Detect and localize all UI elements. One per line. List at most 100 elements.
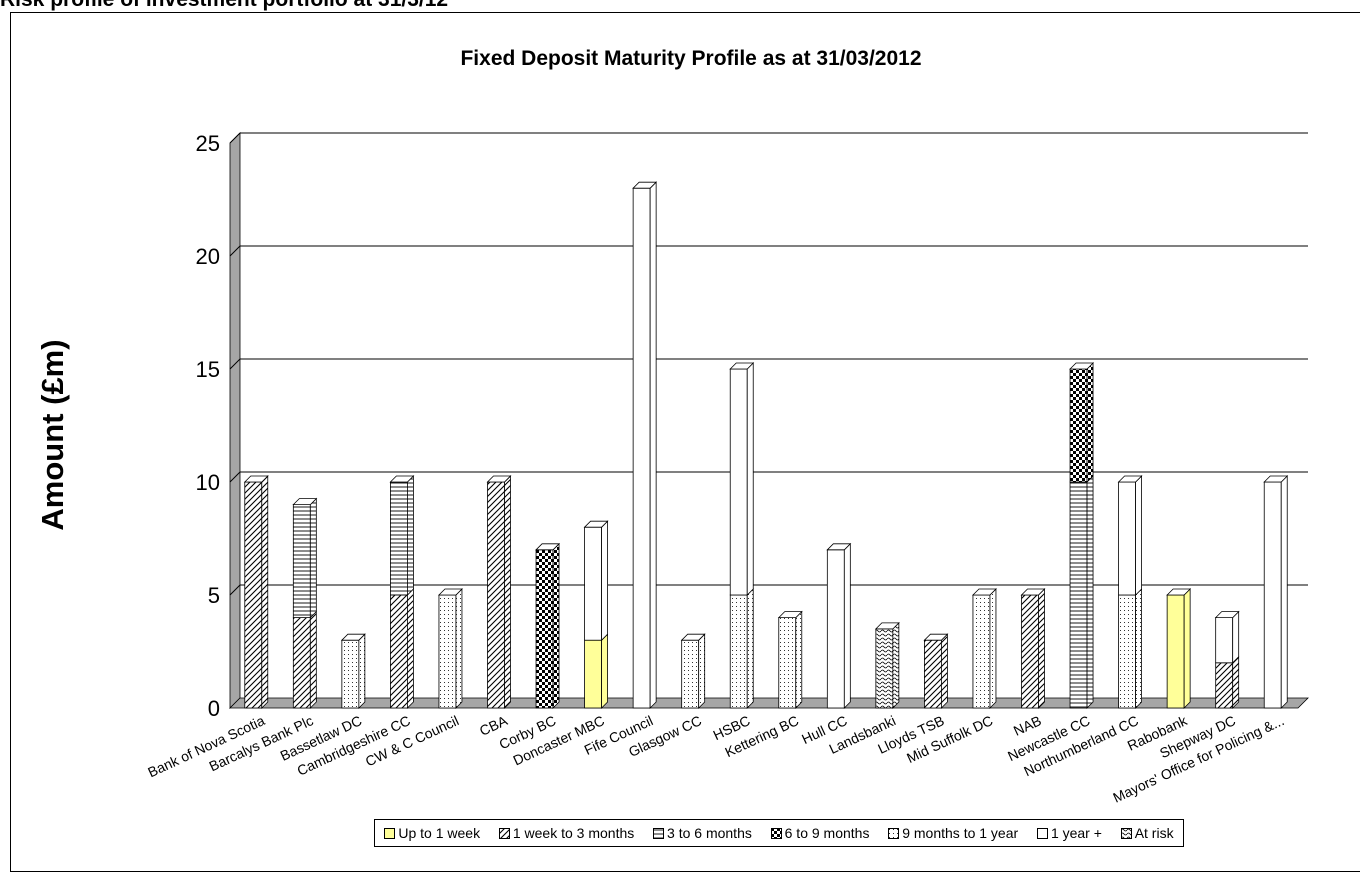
y-tick-label: 10	[196, 470, 220, 495]
bar-segment	[341, 639, 360, 709]
bar-segment-side	[746, 588, 754, 709]
bar-segment-side	[989, 588, 997, 709]
gridline-diagonal	[229, 471, 241, 483]
gridline-diagonal	[229, 245, 241, 257]
bar-segment-side	[358, 633, 366, 709]
bar-segment	[487, 481, 505, 709]
bar-segment	[1263, 481, 1282, 709]
bar-segment	[390, 594, 408, 709]
bar-segment	[584, 639, 602, 709]
bar-segment	[729, 594, 748, 709]
bar-segment	[875, 628, 894, 709]
bar-segment	[584, 526, 602, 641]
bar-segment	[244, 481, 263, 709]
legend-swatch	[1120, 827, 1132, 839]
bar-segment	[1215, 662, 1234, 709]
chart-svg: 0 5 10 15 20 25 Fixed Deposit Maturity Profile…	[35, 47, 1309, 806]
bar-segment	[292, 617, 311, 709]
chart-plot: 0 5 10 15 20 25 Fixed Deposit Maturity Profile…	[35, 47, 1309, 806]
legend-swatch	[498, 827, 510, 839]
legend-label: Up to 1 week	[398, 825, 481, 841]
legend-entry: 1 week to 3 months	[498, 825, 635, 841]
bar-segment-side	[1280, 475, 1288, 709]
bar-segment-side	[1232, 610, 1240, 664]
legend-entry: 3 to 6 months	[653, 825, 752, 841]
legend-entry: 9 months to 1 year	[888, 825, 1018, 841]
legend-label: 1 week to 3 months	[512, 825, 635, 841]
gridline-diagonal	[229, 132, 241, 144]
bar-segment-side	[698, 633, 706, 709]
legend-entry: Up to 1 week	[384, 825, 480, 841]
bar-segment	[924, 639, 942, 709]
legend-swatch	[1036, 827, 1048, 839]
bar-segment-side	[407, 475, 414, 596]
bar-segment	[972, 594, 991, 709]
bar-segment	[1166, 594, 1185, 709]
gridline-diagonal	[229, 358, 241, 370]
bar-segment	[292, 504, 311, 619]
bar-segment-side	[504, 475, 511, 709]
legend-swatch	[384, 827, 396, 839]
legend-entry: 6 to 9 months	[770, 825, 870, 841]
bar-top	[777, 611, 803, 618]
bar-top	[1069, 362, 1095, 370]
bar-segment-side	[309, 610, 317, 709]
y-tick-label: 15	[196, 357, 220, 382]
bar-segment	[1118, 594, 1136, 709]
bar-segment	[1215, 617, 1234, 664]
legend-swatch	[653, 827, 665, 839]
bar-segment	[1069, 481, 1088, 709]
y-axis-label: Amount (£m)	[35, 339, 70, 530]
bar-segment	[390, 481, 408, 596]
bar-top	[680, 633, 706, 641]
bar-segment-side	[1135, 588, 1142, 709]
y-tick-label: 5	[208, 583, 220, 608]
bar-segment-side	[795, 610, 803, 709]
bar-segment	[535, 549, 554, 709]
bar-segment-side	[746, 362, 754, 596]
gridline-diagonal	[229, 584, 241, 596]
bar-top	[1263, 475, 1289, 483]
bar-segment	[1118, 481, 1136, 596]
legend-label: At risk	[1134, 825, 1174, 841]
y-tick-label: 0	[208, 696, 220, 721]
y-tick-label: 20	[196, 244, 220, 269]
bar-segment-side	[1135, 475, 1142, 596]
bar-segment-side	[601, 633, 608, 709]
bar-segment	[681, 639, 700, 709]
legend-label: 9 months to 1 year	[902, 825, 1019, 841]
bar-segment-side	[941, 633, 948, 709]
bar-top	[971, 588, 997, 596]
chart-frame: 0 5 10 15 20 25 Fixed Deposit Maturity Profile…	[10, 12, 1360, 872]
bar-segment-side	[1232, 655, 1240, 709]
bar-segment	[729, 368, 748, 596]
chart-side-wall	[229, 132, 241, 709]
bar-top	[583, 520, 609, 528]
bar-top	[1020, 588, 1046, 596]
legend-swatch	[770, 827, 782, 839]
bar-top	[923, 633, 949, 641]
bar-top	[535, 543, 561, 551]
bar-segment-side	[843, 542, 851, 709]
bar-top	[389, 475, 415, 483]
legend-label: 6 to 9 months	[784, 825, 870, 841]
bar-segment	[826, 549, 845, 709]
bar-top	[486, 475, 512, 483]
bar-segment	[1021, 594, 1039, 709]
bar-segment	[1069, 368, 1088, 483]
bar-segment-side	[601, 520, 608, 642]
bar-segment-side	[1086, 362, 1094, 483]
legend-entry: At risk	[1120, 825, 1174, 841]
legend-label: 3 to 6 months	[667, 825, 752, 841]
bar-top	[826, 543, 852, 551]
legend-swatch	[888, 827, 900, 839]
bar-top	[729, 362, 755, 370]
bar-segment	[438, 594, 457, 709]
bar-top	[1166, 588, 1192, 596]
bar-segment-side	[552, 542, 560, 709]
bar-top	[340, 633, 366, 641]
bar-top	[292, 498, 318, 506]
bar-top	[1214, 611, 1240, 618]
legend-label: 1 year +	[1050, 825, 1102, 841]
bar-top	[632, 181, 658, 189]
